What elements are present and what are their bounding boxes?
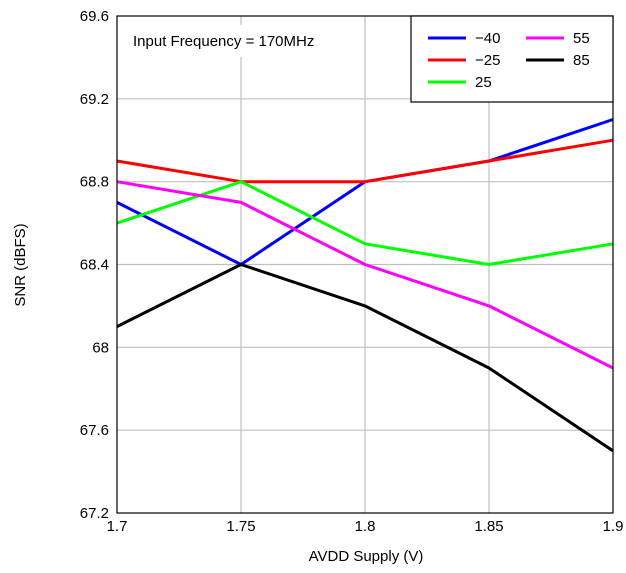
- y-tick-label: 68.4: [80, 257, 109, 274]
- x-tick-label: 1.8: [355, 518, 376, 535]
- series-line: [116, 138, 614, 184]
- x-tick-label: 1.9: [603, 518, 624, 535]
- series-lines: [116, 118, 614, 453]
- y-tick-label: 69.2: [80, 91, 109, 108]
- series-line: [116, 180, 614, 370]
- x-tick-label: 1.85: [474, 518, 503, 535]
- x-tick-label: 1.7: [107, 518, 128, 535]
- annotation-text: Input Frequency = 170MHz: [133, 33, 314, 50]
- series-line: [116, 263, 614, 453]
- y-tick-label: 67.2: [80, 505, 109, 522]
- y-tick-label: 67.6: [80, 422, 109, 439]
- plot-frame: [116, 15, 614, 514]
- x-tick-label: 1.75: [226, 518, 255, 535]
- legend-label: −25: [475, 52, 500, 69]
- legend: −40 −25 25 55 85: [410, 15, 614, 103]
- legend-label: 25: [475, 74, 492, 91]
- legend-label: −40: [475, 30, 500, 47]
- tick-labels: 1.7 1.75 1.8 1.85 1.9 67.2 67.6 68 68.4 68.8 69.2 6…: [80, 8, 624, 535]
- y-tick-label: 68: [92, 339, 109, 356]
- y-tick-label: 68.8: [80, 174, 109, 191]
- legend-label: 55: [573, 30, 590, 47]
- annotation-background: [124, 25, 364, 57]
- y-tick-label: 69.6: [80, 8, 109, 25]
- y-axis-title: SNR (dBFS): [12, 223, 29, 306]
- legend-label: 85: [573, 52, 590, 69]
- x-axis-title: AVDD Supply (V): [309, 548, 424, 565]
